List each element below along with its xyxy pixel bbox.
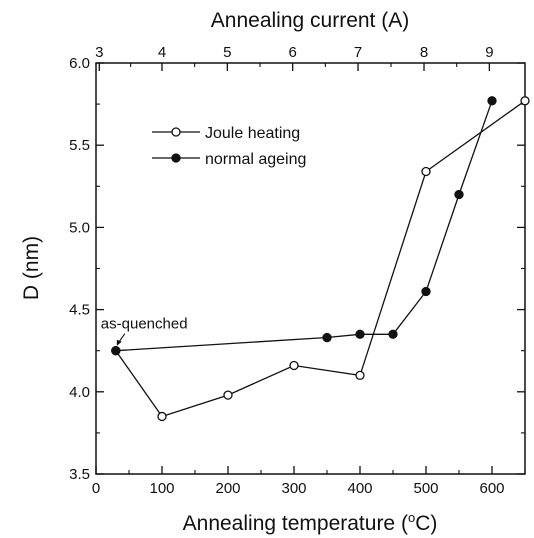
top-tick-label: 5 [223,44,231,61]
top-tick-label: 4 [158,44,166,61]
data-point [388,329,398,339]
top-x-axis-title: Annealing current (A) [211,9,409,32]
annotation-label: as-quenched [101,316,188,333]
data-point [157,411,167,422]
x-tick-label: 600 [479,480,504,497]
x-tick-label: 100 [149,480,174,497]
annotation-layer: as-quenched [101,316,188,346]
series-line [115,100,493,352]
legend-marker [171,127,181,137]
top-tick-label: 3 [95,44,103,61]
y-axis-title: D (nm) [20,236,43,300]
annotation-arrowhead [116,339,122,346]
data-point [355,329,365,339]
x-tick-label: 400 [347,480,372,497]
data-point [454,189,464,200]
top-tick-label: 6 [289,44,297,61]
data-point [111,346,121,356]
data-point [421,286,431,297]
data-point [289,360,299,371]
y-tick-label: 6.0 [69,55,90,72]
data-point [223,390,233,400]
legend-label: normal ageing [205,151,306,168]
series-line [115,100,526,418]
legend-marker [171,153,181,163]
y-tick-label: 3.5 [69,466,90,483]
data-point [421,166,431,177]
data-point [487,96,497,106]
legend: Joule heating normal ageing [152,125,306,168]
data-point [520,96,530,106]
legend-label: Joule heating [205,125,300,142]
series-layer [111,96,530,422]
data-point [322,332,332,343]
data-point [355,370,365,381]
x-tick-label: 300 [281,480,306,497]
y-tick-label: 4.0 [69,384,90,401]
top-tick-label: 7 [354,44,362,61]
axis-ticks: 0 100 200 300 400 500 600 3.5 4.0 4.5 5.0 5.5 6.0 3 4 5… [69,44,526,497]
y-tick-label: 5.5 [69,137,90,154]
x-tick-label: 200 [215,480,240,497]
x-tick-label: 500 [413,480,438,497]
y-tick-label: 5.0 [69,219,90,236]
x-axis-title: Annealing temperature (oC) [183,510,438,535]
x-tick-label: 0 [92,480,100,497]
top-tick-label: 8 [420,44,428,61]
y-tick-label: 4.5 [69,302,90,319]
top-tick-label: 9 [485,44,493,61]
